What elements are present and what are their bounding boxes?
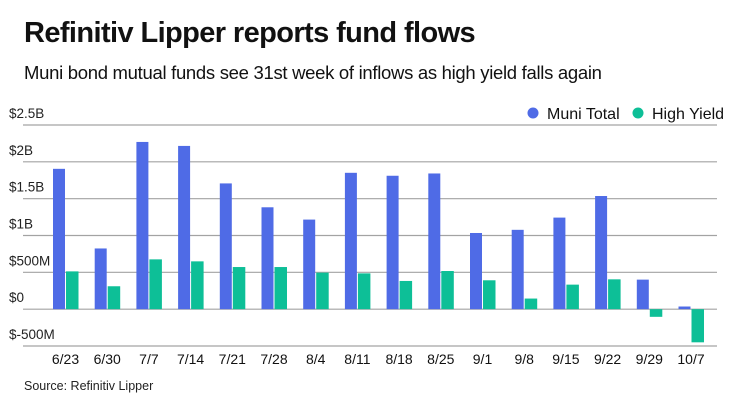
x-tick-label: 7/14 [177,351,204,367]
bar-muni-total [303,219,316,310]
x-tick-label: 8/18 [385,351,412,367]
bar-high-yield [107,286,121,310]
y-tick-label: $500M [9,253,50,268]
y-tick-label: $0 [9,290,24,305]
bar-muni-total [511,229,524,310]
x-tick-label: 9/8 [514,351,534,367]
y-tick-label: $-500M [9,327,55,342]
y-tick-label: $1.5B [9,180,44,195]
bar-high-yield [274,267,287,310]
chart-subtitle: Muni bond mutual funds see 31st week of … [24,62,602,83]
bar-muni-total [136,141,149,310]
bar-muni-total [678,306,691,310]
bar-muni-total [219,183,232,310]
bar-high-yield [608,279,621,310]
bar-high-yield [566,284,579,310]
bar-high-yield [66,271,79,310]
bar-high-yield [191,261,204,310]
bar-high-yield [357,273,371,310]
bar-high-yield [441,271,454,310]
source-note: Source: Refinitiv Lipper [24,379,154,393]
bar-muni-total [470,232,482,310]
y-tick-label: $1B [9,217,33,232]
x-tick-label: 9/1 [473,351,493,367]
legend-label-high-yield: High Yield [652,106,724,123]
bar-muni-total [428,173,441,310]
bar-high-yield [399,280,413,310]
legend: Muni Total High Yield [527,106,724,123]
gridlines [23,124,717,347]
x-tick-label: 9/29 [636,351,663,367]
bar-high-yield [149,259,162,310]
x-tick-label: 8/25 [427,351,454,367]
x-tick-label: 8/11 [344,351,370,367]
x-tick-label: 9/15 [552,351,579,367]
y-tick-label: $2.5B [9,106,44,121]
bar-muni-total [344,172,357,310]
legend-marker-muni-total [527,107,539,119]
legend-marker-high-yield [632,107,644,119]
x-tick-label: 6/30 [94,351,121,367]
bar-muni-total [94,248,107,310]
chart-title: Refinitiv Lipper reports fund flows [24,17,476,49]
bar-muni-total [178,145,191,310]
bar-high-yield [649,309,663,317]
x-tick-label: 8/4 [306,351,326,367]
bar-muni-total [553,217,566,310]
bar-high-yield [691,309,704,343]
x-axis-ticks: 6/23 6/30 7/7 7/14 7/21 7/28 8/4 8/11 8/18 8/25 9/… [52,351,705,367]
bar-muni-total [386,175,399,310]
bar-high-yield [232,267,246,310]
y-tick-label: $2B [9,143,33,158]
bar-high-yield [316,272,329,310]
bar-muni-total [261,207,274,310]
bars [53,141,704,343]
x-tick-label: 9/22 [594,351,621,367]
x-tick-label: 7/7 [139,351,159,367]
bar-muni-total [636,279,649,310]
x-tick-label: 7/28 [260,351,287,367]
x-tick-label: 10/7 [677,351,704,367]
bar-high-yield [524,298,538,310]
bar-muni-total [595,196,608,310]
x-tick-label: 7/21 [219,351,246,367]
bar-high-yield [483,280,496,310]
legend-label-muni-total: Muni Total [547,106,620,123]
y-axis-ticks: $2.5B $2B $1.5B $1B $500M $0 $-500M [9,106,55,342]
bar-muni-total [53,168,65,310]
x-tick-label: 6/23 [52,351,79,367]
